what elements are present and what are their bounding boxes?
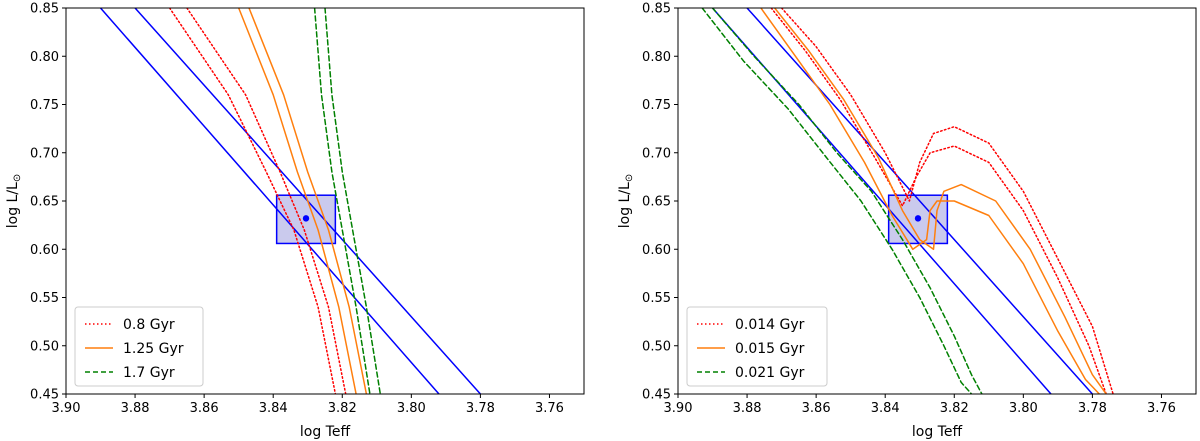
y-tick-label: 0.85 [642, 2, 671, 17]
y-tick-label: 0.70 [30, 146, 59, 161]
isochrone-0-8-gyr-0 [168, 8, 337, 394]
x-tick-label: 3.84 [871, 401, 900, 416]
legend-label: 1.25 Gyr [123, 341, 184, 357]
y-tick-label: 0.65 [642, 195, 671, 210]
y-axis-label: log L/L⊙ [5, 174, 23, 229]
isochrone-0-021-gyr-5 [701, 8, 973, 394]
y-tick-label: 0.80 [642, 50, 671, 65]
legend-label: 1.7 Gyr [123, 365, 175, 381]
y-tick-label: 0.60 [642, 243, 671, 258]
constraint-line-1 [99, 8, 440, 394]
y-tick-label: 0.50 [30, 339, 59, 354]
x-tick-label: 3.90 [52, 401, 81, 416]
y-tick-label: 0.65 [30, 195, 59, 210]
x-tick-label: 3.86 [802, 401, 831, 416]
x-tick-label: 3.90 [664, 401, 693, 416]
legend-box [686, 306, 828, 387]
x-tick-label: 3.78 [1078, 401, 1107, 416]
y-tick-label: 0.75 [642, 98, 671, 113]
x-axis-label: log Teff [912, 424, 963, 440]
y-tick-label: 0.45 [642, 388, 671, 403]
panel-left: 3.90 3.88 3.86 3.84 3.82 3.80 3.78 3.76 0.45 0.50… [5, 2, 585, 440]
y-tick-label: 0.85 [30, 2, 59, 17]
legend-box [74, 306, 204, 387]
isochrone-1-25-gyr-3 [248, 8, 368, 394]
x-tick-label: 3.88 [121, 401, 150, 416]
isochrone-0-8-gyr-1 [186, 8, 347, 394]
legend: 0.8 Gyr 1.25 Gyr 1.7 Gyr [74, 306, 204, 387]
constraint-line-2 [746, 8, 1093, 394]
x-tick-label: 3.88 [733, 401, 762, 416]
legend-label: 0.015 Gyr [735, 341, 805, 357]
x-axis-label: log Teff [300, 424, 351, 440]
legend-label: 0.8 Gyr [123, 317, 175, 333]
isochrone-0-021-gyr-4 [711, 8, 983, 394]
legend: 0.014 Gyr 0.015 Gyr 0.021 Gyr [686, 306, 828, 387]
x-tick-label: 3.78 [466, 401, 495, 416]
star-point [914, 215, 922, 222]
legend-label: 0.014 Gyr [735, 317, 805, 333]
star-point [302, 215, 310, 222]
y-tick-label: 0.75 [30, 98, 59, 113]
x-tick-label: 3.76 [535, 401, 564, 416]
isochrone-0-014-gyr-0 [780, 8, 1114, 394]
y-axis-label-sun-subscript: ⊙ [12, 174, 23, 182]
plot-area [701, 8, 1114, 394]
isochrone-0-015-gyr-3 [760, 8, 1101, 394]
y-axis-label-sun-subscript: ⊙ [624, 174, 635, 182]
x-tick-label: 3.86 [190, 401, 219, 416]
y-tick-label: 0.55 [30, 291, 59, 306]
y-tick-label: 0.80 [30, 50, 59, 65]
y-tick-label: 0.70 [642, 146, 671, 161]
panel-right: 3.90 3.88 3.86 3.84 3.82 3.80 3.78 3.76 0.45 0.50… [617, 2, 1197, 440]
x-tick-label: 3.82 [328, 401, 357, 416]
isochrone-1-7-gyr-5 [324, 8, 382, 394]
isochrone-1-7-gyr-4 [313, 8, 371, 394]
y-tick-label: 0.55 [642, 291, 671, 306]
legend-label: 0.021 Gyr [735, 365, 805, 381]
x-tick-label: 3.76 [1147, 401, 1176, 416]
isochrone-1-25-gyr-2 [237, 8, 357, 394]
y-axis-label: log L/L⊙ [617, 174, 635, 229]
plot-area [99, 8, 481, 394]
y-axis-label-main: log L/L [617, 182, 633, 228]
x-tick-label: 3.82 [940, 401, 969, 416]
isochrone-0-014-gyr-1 [770, 8, 1107, 394]
y-tick-label: 0.50 [642, 339, 671, 354]
isochrone-0-015-gyr-2 [773, 8, 1107, 394]
x-tick-label: 3.80 [397, 401, 426, 416]
y-tick-label: 0.45 [30, 388, 59, 403]
x-tick-label: 3.84 [259, 401, 288, 416]
y-tick-label: 0.60 [30, 243, 59, 258]
y-axis-label-main: log L/L [5, 182, 21, 228]
x-tick-label: 3.80 [1009, 401, 1038, 416]
